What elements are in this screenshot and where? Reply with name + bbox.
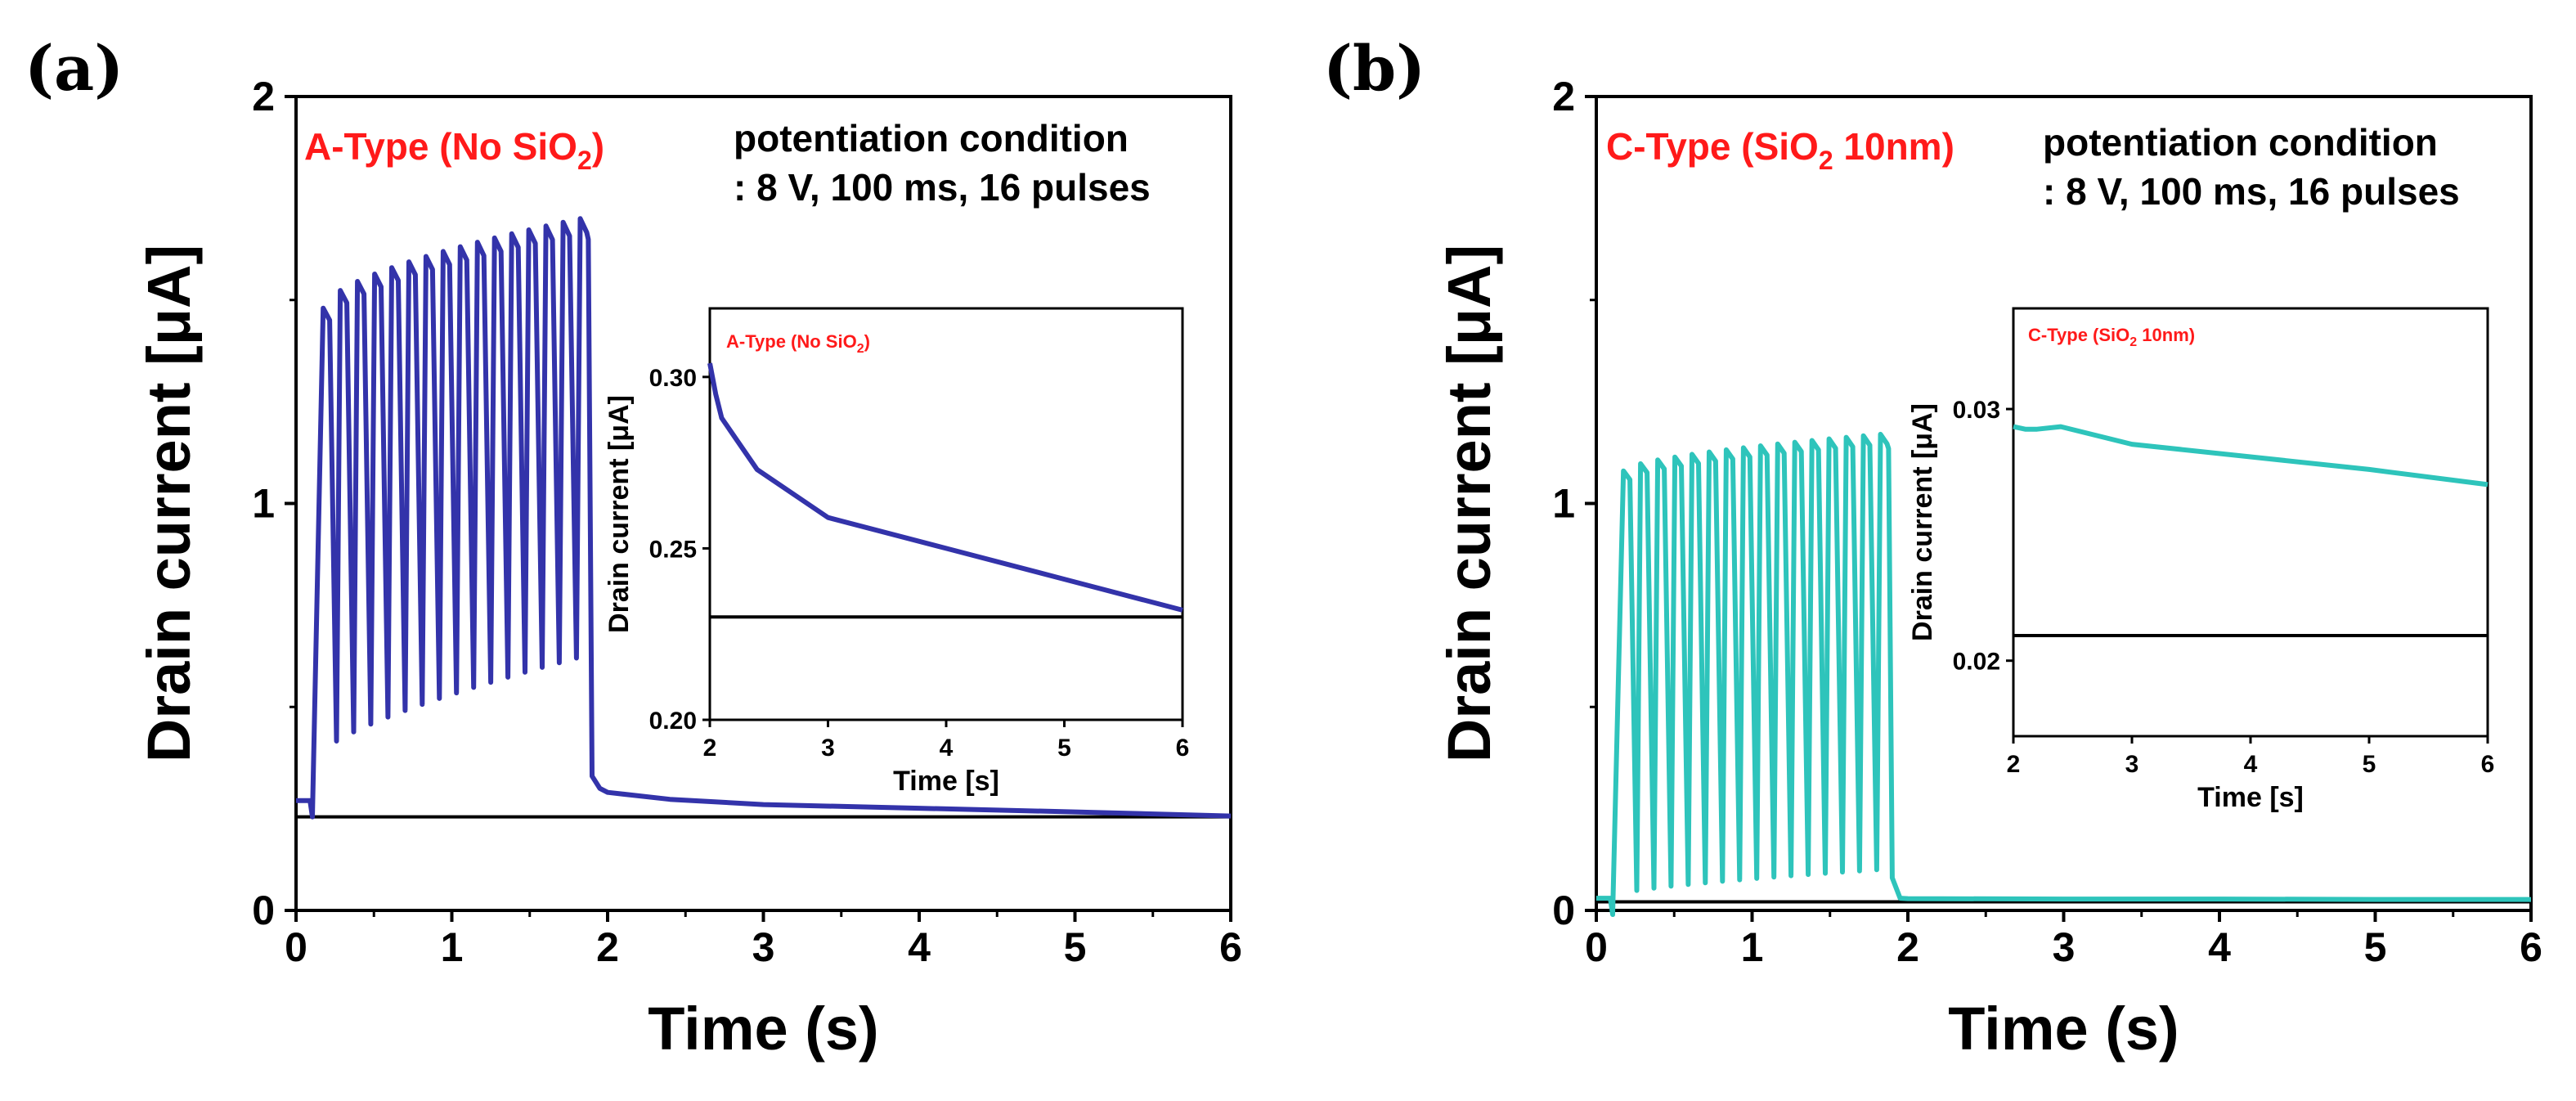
inset-x-tick-label: 2 xyxy=(2007,751,2021,778)
type-label-main: A-Type (No SiO xyxy=(304,125,577,168)
panel-a: (a) 0 1 2 3 4 5 6 0 1 2 Time (s) Drain current [μA] A… xyxy=(25,32,1242,1063)
y-tick-label: 2 xyxy=(252,74,275,119)
condition-line-2: : 8 V, 100 ms, 16 pulses xyxy=(734,166,1151,209)
inset-x-axis-title: Time [s] xyxy=(893,766,999,797)
y-tick-label: 1 xyxy=(1552,481,1575,527)
inset-y-tick-label: 0.02 xyxy=(1953,649,2000,676)
drain-current-series xyxy=(1596,431,2531,917)
type-label: A-Type (No SiO2) xyxy=(304,125,604,175)
condition-line-1: potentiation condition xyxy=(2043,121,2438,164)
x-tick-label: 2 xyxy=(1896,924,1919,970)
type-label-tail: 10nm) xyxy=(1833,125,1954,168)
inset-y-tick-label: 0.20 xyxy=(649,708,697,735)
inset-type-label-tail: ) xyxy=(864,331,870,352)
inset-x-tick-label: 3 xyxy=(2125,751,2139,778)
condition-line-1: potentiation condition xyxy=(734,117,1129,160)
x-tick-label: 1 xyxy=(441,924,464,970)
inset-type-label-main: A-Type (No SiO xyxy=(726,331,857,352)
inset-y-tick-label: 0.25 xyxy=(649,536,697,563)
y-axis-title: Drain current [μA] xyxy=(135,245,203,762)
inset-y-axis-title: Drain current [μA] xyxy=(1907,403,1938,641)
inset-x-tick-label: 2 xyxy=(703,735,717,762)
inset-y-tick-label: 0.03 xyxy=(1953,397,2000,424)
inset-type-label: C-Type (SiO2 10nm) xyxy=(2028,325,2195,349)
inset-type-label-subscript: 2 xyxy=(857,342,864,356)
type-label-tail: ) xyxy=(592,125,604,168)
x-tick-label: 4 xyxy=(908,924,931,970)
inset-type-label: A-Type (No SiO2) xyxy=(726,331,870,356)
panel-label: (a) xyxy=(25,32,123,105)
inset-x-tick-label: 5 xyxy=(1057,735,1071,762)
type-label-main: C-Type (SiO xyxy=(1606,125,1819,168)
inset-x-tick-label: 6 xyxy=(2481,751,2495,778)
x-axis-title: Time (s) xyxy=(648,995,878,1063)
inset-frame xyxy=(2012,307,2489,738)
x-tick-label: 6 xyxy=(2520,924,2542,970)
inset-x-tick-label: 4 xyxy=(940,735,954,762)
x-tick-label: 3 xyxy=(2053,924,2076,970)
inset-type-label-tail: 10nm) xyxy=(2137,325,2195,345)
x-tick-label: 6 xyxy=(1219,924,1242,970)
y-tick-label: 0 xyxy=(252,888,275,933)
x-tick-label: 2 xyxy=(596,924,619,970)
x-tick-label: 5 xyxy=(2364,924,2387,970)
inset-x-axis-title: Time [s] xyxy=(2197,782,2304,813)
y-tick-label: 2 xyxy=(1552,74,1575,119)
x-tick-label: 0 xyxy=(285,924,307,970)
type-label: C-Type (SiO2 10nm) xyxy=(1606,125,1954,175)
drain-current-series xyxy=(296,216,1232,820)
type-label-subscript: 2 xyxy=(577,146,592,175)
x-tick-label: 5 xyxy=(1064,924,1087,970)
inset-series xyxy=(2013,424,2488,488)
panel-b: (b) 0 1 2 3 4 5 6 0 1 2 Time (s) Drain current [μA] C… xyxy=(1323,32,2542,1063)
inset-series xyxy=(707,362,1183,613)
inset-frame xyxy=(708,307,1184,721)
condition-line-2: : 8 V, 100 ms, 16 pulses xyxy=(2043,170,2460,213)
x-tick-label: 1 xyxy=(1741,924,1764,970)
y-tick-label: 0 xyxy=(1552,888,1575,933)
y-tick-label: 1 xyxy=(252,481,275,527)
inset-x-tick-label: 5 xyxy=(2363,751,2376,778)
x-tick-label: 0 xyxy=(1585,924,1608,970)
x-axis-title: Time (s) xyxy=(1948,995,2179,1063)
inset-type-label-main: C-Type (SiO xyxy=(2028,325,2129,345)
inset-x-tick-label: 6 xyxy=(1176,735,1190,762)
inset-y-tick-label: 0.30 xyxy=(649,365,697,392)
x-tick-label: 4 xyxy=(2208,924,2231,970)
inset-type-label-subscript: 2 xyxy=(2129,335,2137,349)
y-axis-title: Drain current [μA] xyxy=(1435,245,1503,762)
inset-x-tick-label: 3 xyxy=(821,735,835,762)
type-label-subscript: 2 xyxy=(1819,146,1833,175)
inset-x-tick-label: 4 xyxy=(2244,751,2258,778)
inset-y-axis-title: Drain current [μA] xyxy=(604,395,635,633)
panel-label: (b) xyxy=(1323,32,1425,105)
x-tick-label: 3 xyxy=(752,924,775,970)
